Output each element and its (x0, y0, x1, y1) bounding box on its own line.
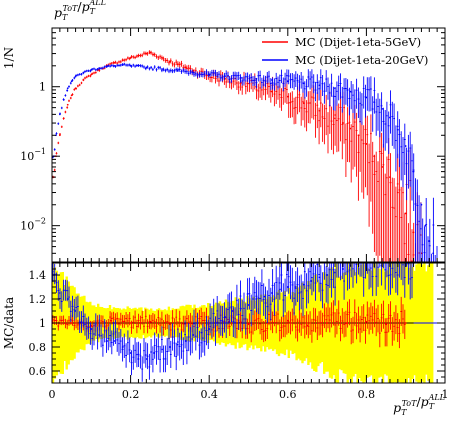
y-tick-label: 1.2 (29, 293, 47, 306)
x-tick-label: 0.6 (279, 388, 297, 401)
top-y-axis-label: 1/N (2, 47, 16, 69)
top-plot-area (52, 50, 439, 262)
error-bars (52, 50, 422, 262)
chart-title: pTToT/pTALL (54, 0, 106, 22)
x-tick-label: 0.4 (200, 388, 218, 401)
legend-label-20gev: MC (Dijet-1eta-20GeV) (295, 53, 428, 67)
x-tick-label: 0.8 (358, 388, 376, 401)
ratio-panel: 0 0.2 0.4 0.6 0.8 1 0.6 0.8 1 1.2 1.4 MC/data pTTo… (2, 262, 449, 417)
ratio-y-axis-label: MC/data (2, 297, 16, 349)
series-5gev (52, 50, 423, 262)
y-tick-label: 1.4 (29, 269, 47, 282)
x-tick-label: 0.2 (122, 388, 140, 401)
legend-label-5gev: MC (Dijet-1eta-5GeV) (295, 35, 421, 49)
ratio-plot-area (52, 263, 445, 383)
y-tick-label: 0.8 (29, 341, 47, 354)
y-tick-label: 10−2 (20, 217, 46, 233)
x-axis-label: pTToT/pTALL (393, 393, 445, 417)
ratio-axis-ticks: 0 0.2 0.4 0.6 0.8 1 0.6 0.8 1 1.2 1.4 (29, 262, 449, 401)
y-tick-label: 0.6 (29, 365, 47, 378)
data-point (66, 103, 69, 106)
data-point (66, 87, 69, 90)
top-y-ticks: 1 10−1 10−2 (20, 27, 446, 263)
y-tick-label: 10−1 (20, 147, 46, 163)
y-tick-label: 1 (39, 81, 46, 94)
ratio-series-20gev (52, 263, 445, 382)
series-20gev (52, 62, 439, 262)
y-tick-label: 1 (39, 317, 46, 330)
x-tick-label: 0 (49, 388, 56, 401)
legend: MC (Dijet-1eta-5GeV) MC (Dijet-1eta-20Ge… (262, 35, 428, 67)
x-tick-label: 1 (442, 388, 449, 401)
top-panel: 1 10−1 10−2 1/N (2, 27, 446, 263)
error-bars (52, 62, 438, 262)
ratio-error-bars (52, 263, 445, 382)
